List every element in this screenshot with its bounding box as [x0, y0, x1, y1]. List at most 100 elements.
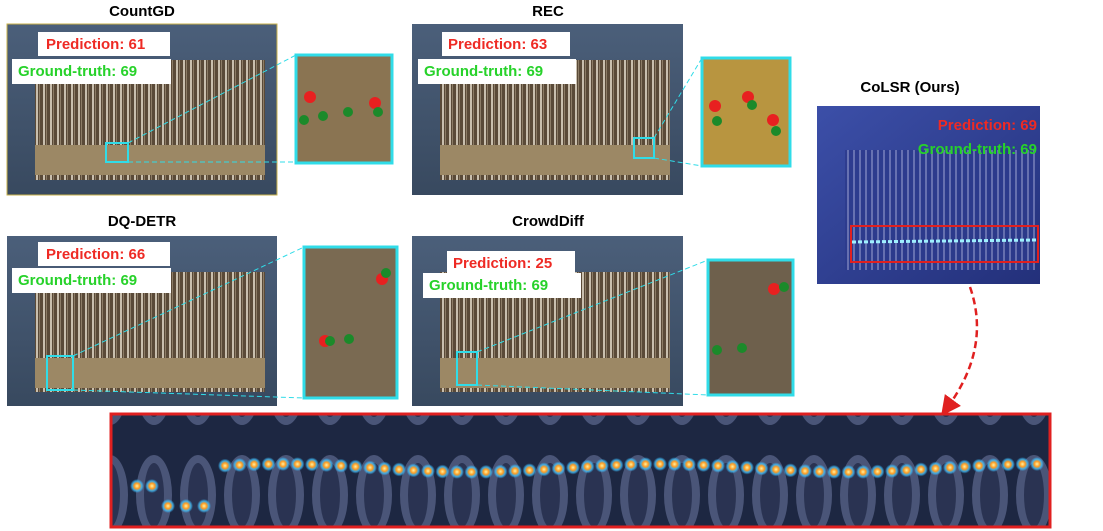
ground-truth: Ground-truth: 69	[918, 141, 1037, 158]
zoom-strip	[111, 414, 1050, 527]
density-dot	[943, 460, 957, 474]
density-dot	[305, 457, 319, 471]
density-dot	[769, 462, 783, 476]
density-dot	[595, 459, 609, 473]
density-dot	[827, 465, 841, 479]
density-dot	[276, 457, 290, 471]
zoom-view	[708, 260, 793, 395]
density-dot	[523, 463, 537, 477]
density-dot	[726, 460, 740, 474]
density-dot	[247, 457, 261, 471]
density-dot	[1001, 457, 1015, 471]
density-dot	[161, 499, 175, 513]
dot	[747, 100, 757, 110]
dot	[343, 107, 353, 117]
density-dot	[755, 461, 769, 475]
panel-title: CoLSR (Ours)	[860, 79, 959, 96]
zoom-arrow	[947, 287, 977, 408]
prediction: Prediction: 25	[453, 255, 552, 272]
dot	[304, 91, 316, 103]
density-dot	[914, 462, 928, 476]
density-dot	[798, 464, 812, 478]
density-dot	[740, 461, 754, 475]
density-dot	[378, 461, 392, 475]
ground-truth: Ground-truth: 69	[18, 272, 137, 289]
density-dot	[508, 464, 522, 478]
density-dot	[479, 465, 493, 479]
density-dot	[566, 461, 580, 475]
dot	[768, 283, 780, 295]
dot	[737, 343, 747, 353]
dot	[299, 115, 309, 125]
dot	[779, 282, 789, 292]
density-dot	[392, 462, 406, 476]
dot	[712, 116, 722, 126]
density-dot	[1016, 457, 1030, 471]
dot	[318, 111, 328, 121]
density-dot	[668, 457, 682, 471]
density-dot	[436, 465, 450, 479]
zoom-view	[702, 58, 790, 166]
density-dot	[218, 459, 232, 473]
photo-tools	[845, 150, 1035, 270]
density-dot	[697, 458, 711, 472]
dot	[325, 336, 335, 346]
density-dot	[421, 464, 435, 478]
panel-title: REC	[532, 3, 564, 20]
prediction: Prediction: 61	[46, 36, 145, 53]
density-dot	[262, 457, 276, 471]
density-dot	[581, 460, 595, 474]
dot	[373, 107, 383, 117]
density-dot	[1030, 457, 1044, 471]
density-dot	[537, 462, 551, 476]
density-dot	[813, 465, 827, 479]
density-dot	[610, 458, 624, 472]
density-dot	[494, 465, 508, 479]
density-dot	[450, 465, 464, 479]
ground-truth: Ground-truth: 69	[424, 63, 543, 80]
ground-truth: Ground-truth: 69	[429, 277, 548, 294]
density-dot	[972, 459, 986, 473]
ground-truth: Ground-truth: 69	[18, 63, 137, 80]
density-dot	[653, 457, 667, 471]
density-dot	[552, 461, 566, 475]
prediction: Prediction: 66	[46, 246, 145, 263]
panel: REC Prediction: 63 Ground-truth: 69	[412, 3, 790, 195]
density-dot	[130, 479, 144, 493]
density-dot	[784, 463, 798, 477]
panel: CrowdDiff Prediction: 25 Ground-truth: 6…	[412, 213, 793, 406]
panel-title: CrowdDiff	[512, 213, 585, 230]
dot	[381, 268, 391, 278]
photo-handles	[440, 358, 670, 388]
photo-handles	[35, 145, 265, 175]
density-dot	[465, 465, 479, 479]
density-dot	[900, 463, 914, 477]
density-dot	[958, 460, 972, 474]
density-dot	[711, 459, 725, 473]
density-dot	[407, 463, 421, 477]
density-line	[852, 240, 1036, 242]
density-dot	[856, 465, 870, 479]
dot	[771, 126, 781, 136]
density-dot	[334, 459, 348, 473]
dot	[344, 334, 354, 344]
panel: DQ-DETR Prediction: 66 Ground-truth: 69	[7, 213, 397, 406]
panel-ours: CoLSR (Ours) Prediction: 69 Ground-truth…	[817, 79, 1040, 408]
density-dot	[320, 458, 334, 472]
density-dot	[197, 499, 211, 513]
photo-handles	[35, 358, 265, 388]
density-dot	[179, 499, 193, 513]
density-dot	[624, 457, 638, 471]
density-dot	[145, 479, 159, 493]
density-dot	[233, 458, 247, 472]
density-dot	[682, 457, 696, 471]
density-dot	[871, 465, 885, 479]
density-dot	[363, 461, 377, 475]
dot	[712, 345, 722, 355]
figure: CountGD Prediction: 61 Ground-truth: 69 …	[0, 0, 1103, 531]
density-dot	[291, 457, 305, 471]
dot	[767, 114, 779, 126]
panel-title: CountGD	[109, 3, 175, 20]
prediction: Prediction: 63	[448, 36, 547, 53]
density-dot	[929, 461, 943, 475]
